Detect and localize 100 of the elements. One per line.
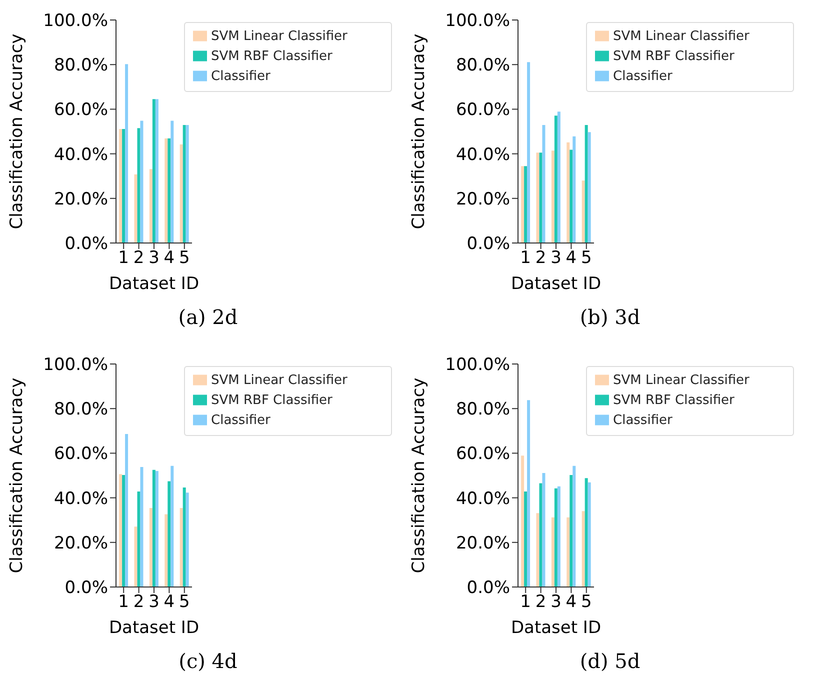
bar — [140, 467, 144, 587]
x-tick-label: 2 — [133, 248, 144, 268]
bar — [180, 144, 183, 243]
bar — [524, 166, 528, 243]
bar — [164, 138, 168, 243]
bar — [152, 99, 156, 243]
x-tick-label: 4 — [164, 592, 175, 612]
bar — [582, 180, 585, 243]
x-tick-label: 5 — [178, 592, 190, 612]
x-axis-title: Dataset ID — [108, 618, 200, 638]
x-tick-label: 5 — [580, 248, 592, 268]
bar — [570, 150, 573, 243]
bar — [584, 125, 588, 243]
bar — [170, 120, 174, 243]
bar — [134, 526, 138, 587]
bar — [551, 517, 554, 587]
x-tick-label: 1 — [520, 592, 532, 612]
bar — [557, 486, 560, 587]
legend-label: Classifier — [211, 69, 270, 84]
bar — [155, 99, 158, 243]
y-tick-label: 0.0% — [64, 234, 108, 254]
bar — [527, 400, 530, 587]
y-tick-label: 40.0% — [456, 144, 510, 165]
bar — [168, 481, 171, 587]
y-tick-label: 100.0% — [43, 11, 108, 32]
y-tick-label: 40.0% — [54, 488, 108, 509]
bar — [551, 150, 554, 243]
y-axis-title: Classification Accuracy — [7, 34, 28, 230]
bar — [527, 62, 530, 243]
y-axis-title: Classification Accuracy — [409, 378, 430, 574]
y-tick-label: 100.0% — [445, 355, 510, 376]
bar — [536, 152, 540, 243]
bar — [182, 488, 186, 587]
y-tick-label: 60.0% — [54, 100, 108, 120]
bar — [164, 514, 168, 587]
legend-label: SVM RBF Classifier — [613, 393, 734, 408]
x-tick-label: 2 — [535, 592, 546, 612]
x-tick-label: 4 — [566, 592, 577, 612]
bar — [168, 138, 171, 243]
y-tick-label: 60.0% — [54, 444, 108, 464]
x-tick-label: 2 — [133, 592, 144, 612]
y-tick-label: 40.0% — [54, 144, 108, 165]
legend-label: SVM Linear Classifier — [613, 29, 750, 44]
bar — [186, 492, 189, 587]
bar — [137, 128, 140, 243]
bar — [122, 475, 126, 587]
x-tick-label: 2 — [535, 248, 546, 268]
y-tick-label: 20.0% — [456, 189, 510, 210]
bar — [140, 120, 144, 243]
x-tick-label: 4 — [566, 248, 577, 268]
y-tick-label: 80.0% — [54, 400, 108, 420]
x-axis-title: Dataset ID — [108, 274, 200, 294]
x-tick-label: 3 — [148, 592, 160, 612]
bar — [149, 508, 152, 587]
bar — [570, 475, 573, 587]
bar — [554, 488, 558, 587]
bar — [137, 492, 140, 587]
bar — [521, 166, 524, 243]
bar — [152, 470, 156, 587]
legend-label: Classifier — [613, 69, 672, 84]
bar — [566, 517, 570, 587]
legend-label: SVM Linear Classifier — [613, 373, 750, 388]
bar — [170, 466, 174, 587]
bar — [524, 492, 528, 587]
bar — [572, 136, 576, 243]
x-axis-title: Dataset ID — [510, 618, 602, 638]
bar — [180, 508, 183, 587]
legend-label: Classifier — [613, 413, 672, 428]
y-tick-label: 80.0% — [54, 56, 108, 76]
legend-label: Classifier — [211, 413, 270, 428]
legend-label: SVM Linear Classifier — [211, 373, 348, 388]
legend-label: SVM Linear Classifier — [211, 29, 348, 44]
y-tick-label: 20.0% — [54, 189, 108, 210]
bar — [536, 513, 540, 587]
x-axis-title: Dataset ID — [510, 274, 602, 294]
y-tick-label: 0.0% — [64, 578, 108, 598]
bar — [182, 125, 186, 243]
y-tick-label: 80.0% — [456, 400, 510, 420]
legend-label: SVM RBF Classifier — [211, 393, 332, 408]
x-tick-label: 1 — [118, 248, 130, 268]
y-tick-label: 40.0% — [456, 488, 510, 509]
text: (b) 3d — [578, 305, 642, 329]
x-tick-label: 1 — [118, 592, 130, 612]
bar — [542, 125, 546, 243]
text: (a) 2d — [177, 305, 239, 329]
bar — [554, 116, 558, 243]
bar — [186, 125, 189, 243]
x-tick-label: 3 — [550, 592, 562, 612]
y-tick-label: 60.0% — [456, 444, 510, 464]
text: (c) 4d — [178, 649, 238, 673]
legend-label: SVM RBF Classifier — [211, 49, 332, 64]
bar — [125, 64, 128, 243]
x-tick-label: 4 — [164, 248, 175, 268]
x-tick-label: 3 — [148, 248, 160, 268]
bar — [557, 112, 560, 243]
y-tick-label: 60.0% — [456, 100, 510, 120]
y-tick-label: 0.0% — [466, 234, 510, 254]
bar — [584, 478, 588, 587]
bar — [582, 511, 585, 587]
x-tick-label: 5 — [178, 248, 190, 268]
